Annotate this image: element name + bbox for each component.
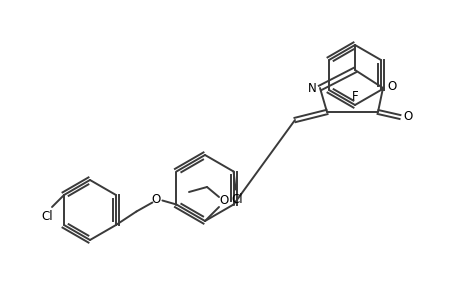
Text: Cl: Cl <box>41 211 53 224</box>
Text: N: N <box>307 82 316 94</box>
Text: O: O <box>403 110 412 124</box>
Text: O: O <box>151 193 161 206</box>
Text: O: O <box>386 80 396 92</box>
Text: Cl: Cl <box>231 193 243 206</box>
Text: O: O <box>219 194 228 208</box>
Text: F: F <box>351 89 358 103</box>
